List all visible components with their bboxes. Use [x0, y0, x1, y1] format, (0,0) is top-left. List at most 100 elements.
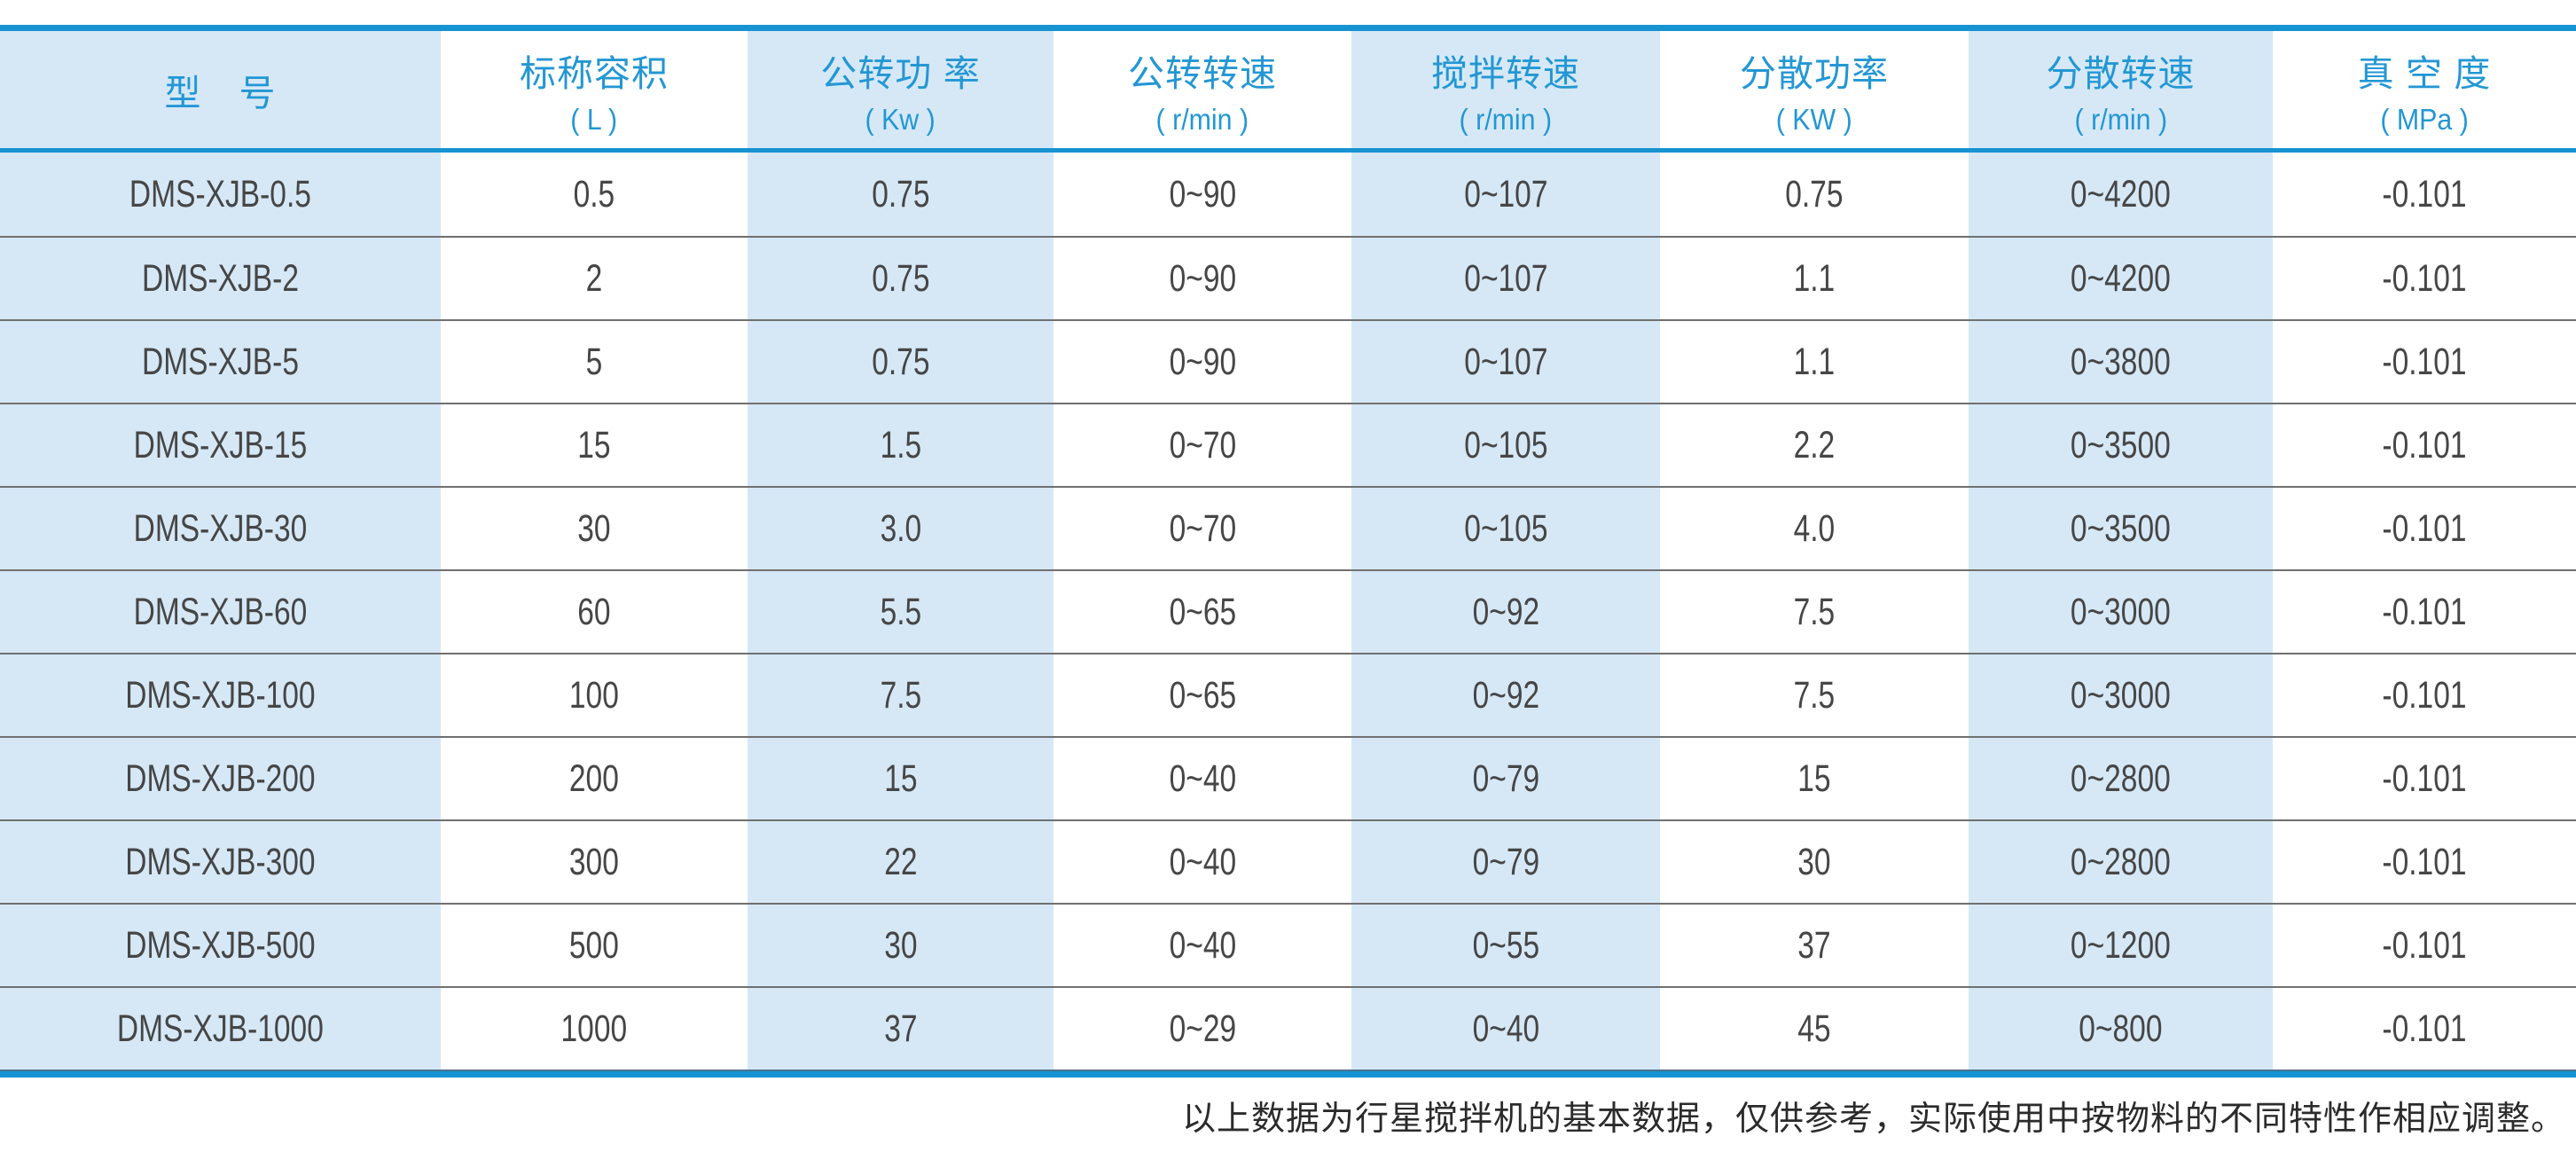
cell-text: 22 — [883, 840, 918, 883]
cell-text: 0~107 — [1463, 172, 1548, 216]
table-bottom-border — [0, 1070, 2576, 1078]
model-cell: DMS-XJB-500 — [0, 905, 441, 986]
cell-text: 15 — [577, 423, 611, 466]
value-cell: 1.1 — [1660, 238, 1969, 319]
value-cell: 0~3500 — [1969, 488, 2273, 569]
cell-text: 0~3000 — [2071, 590, 2171, 633]
cell-text: DMS-XJB-60 — [133, 590, 308, 633]
value-cell: 0~2800 — [1969, 738, 2273, 819]
cell-text: 45 — [1797, 1007, 1831, 1050]
value-cell: 5 — [441, 321, 748, 403]
column-header-dispersion-power: 分散功率 ( KW ) — [1660, 31, 1969, 148]
value-cell: 37 — [748, 988, 1053, 1070]
cell-text: DMS-XJB-500 — [125, 923, 316, 967]
column-header-dispersion-speed: 分散转速 ( r/min ) — [1969, 31, 2273, 148]
value-cell: 0~55 — [1351, 905, 1660, 986]
value-cell: 3.0 — [748, 488, 1053, 569]
value-cell: 0~3500 — [1969, 404, 2273, 486]
column-unit: ( r/min ) — [1459, 102, 1553, 136]
cell-text: 0~79 — [1472, 840, 1539, 883]
value-cell: -0.101 — [2273, 571, 2576, 653]
cell-text: DMS-XJB-2 — [141, 256, 300, 300]
cell-text: 0~90 — [1169, 340, 1236, 383]
cell-text: 5.5 — [880, 590, 921, 633]
value-cell: 15 — [441, 404, 748, 486]
value-cell: 0~2800 — [1969, 821, 2273, 903]
cell-text: 0~65 — [1169, 673, 1236, 717]
cell-text: -0.101 — [2382, 506, 2467, 550]
cell-text: 0~4200 — [2071, 256, 2171, 300]
column-unit: ( KW ) — [1775, 102, 1852, 136]
cell-text: -0.101 — [2382, 673, 2467, 717]
value-cell: 5.5 — [748, 571, 1053, 653]
cell-text: 0~3500 — [2071, 423, 2171, 466]
value-cell: 0~90 — [1053, 238, 1351, 319]
cell-text: -0.101 — [2382, 840, 2467, 883]
model-cell: DMS-XJB-30 — [0, 488, 441, 569]
model-cell: DMS-XJB-5 — [0, 321, 441, 403]
cell-text: 1000 — [560, 1007, 628, 1050]
cell-text: 0~3000 — [2071, 673, 2171, 717]
cell-text: 30 — [883, 923, 918, 967]
value-cell: 0~40 — [1053, 905, 1351, 986]
cell-text: DMS-XJB-5 — [141, 340, 300, 383]
value-cell: 0.75 — [1660, 153, 1969, 236]
value-cell: -0.101 — [2273, 238, 2576, 319]
value-cell: 0~3000 — [1969, 654, 2273, 736]
column-title: 分散转速 — [2046, 52, 2196, 94]
cell-text: 7.5 — [1793, 673, 1836, 717]
value-cell: 7.5 — [1660, 571, 1969, 653]
cell-text: 37 — [1797, 923, 1831, 967]
value-cell: 0~70 — [1053, 488, 1351, 569]
value-cell: -0.101 — [2273, 821, 2576, 903]
value-cell: 0~107 — [1351, 153, 1660, 236]
value-cell: 15 — [1660, 738, 1969, 819]
model-cell: DMS-XJB-60 — [0, 571, 441, 653]
value-cell: -0.101 — [2273, 404, 2576, 486]
value-cell: 0~40 — [1053, 738, 1351, 819]
cell-text: 15 — [1797, 756, 1831, 800]
table-row: DMS-XJB-100 100 7.5 0~65 0~92 7.5 0~3000 -0.101 — [0, 653, 2576, 736]
value-cell: 1.5 — [748, 404, 1053, 486]
table-row: DMS-XJB-300 300 22 0~40 0~79 30 0~2800 -0.101 — [0, 819, 2576, 903]
cell-text: 1.1 — [1793, 256, 1836, 300]
column-title: 公转功 率 — [820, 52, 981, 94]
cell-text: 0~40 — [1169, 923, 1236, 967]
cell-text: 0~3500 — [2071, 506, 2171, 550]
cell-text: 2.2 — [1793, 423, 1836, 466]
value-cell: 60 — [441, 571, 748, 653]
table-row: DMS-XJB-15 15 1.5 0~70 0~105 2.2 0~3500 -0.101 — [0, 403, 2576, 486]
value-cell: 1000 — [441, 988, 748, 1070]
cell-text: -0.101 — [2382, 590, 2467, 633]
cell-text: 0~40 — [1169, 840, 1236, 883]
cell-text: DMS-XJB-1000 — [116, 1007, 325, 1050]
cell-text: 0~65 — [1169, 590, 1236, 633]
model-cell: DMS-XJB-300 — [0, 821, 441, 903]
table-body: DMS-XJB-0.5 0.5 0.75 0~90 0~107 0.75 0~4200 -0.… — [0, 153, 2576, 1070]
table-row: DMS-XJB-5 5 0.75 0~90 0~107 1.1 0~3800 -0.101 — [0, 319, 2576, 403]
cell-text: 0.75 — [871, 172, 930, 216]
cell-text: 30 — [577, 506, 611, 550]
cell-text: -0.101 — [2382, 756, 2467, 800]
cell-text: DMS-XJB-30 — [133, 506, 308, 550]
value-cell: 100 — [441, 654, 748, 736]
cell-text: 0~55 — [1472, 923, 1539, 967]
column-header-revolution-power: 公转功 率 ( Kw ) — [748, 31, 1053, 148]
cell-text: 3.0 — [880, 506, 921, 550]
value-cell: 22 — [748, 821, 1053, 903]
value-cell: 37 — [1660, 905, 1969, 986]
column-title: 公转转速 — [1128, 52, 1277, 94]
value-cell: 0~79 — [1351, 738, 1660, 819]
cell-text: 0.5 — [573, 172, 615, 216]
value-cell: 0~40 — [1351, 988, 1660, 1070]
value-cell: 4.0 — [1660, 488, 1969, 569]
value-cell: 0~92 — [1351, 654, 1660, 736]
value-cell: 200 — [441, 738, 748, 819]
cell-text: 1.1 — [1793, 340, 1836, 383]
value-cell: 0.5 — [441, 153, 748, 236]
cell-text: 0~79 — [1472, 756, 1539, 800]
value-cell: 0~29 — [1053, 988, 1351, 1070]
value-cell: 0~65 — [1053, 654, 1351, 736]
value-cell: -0.101 — [2273, 905, 2576, 986]
cell-text: 500 — [569, 923, 619, 967]
